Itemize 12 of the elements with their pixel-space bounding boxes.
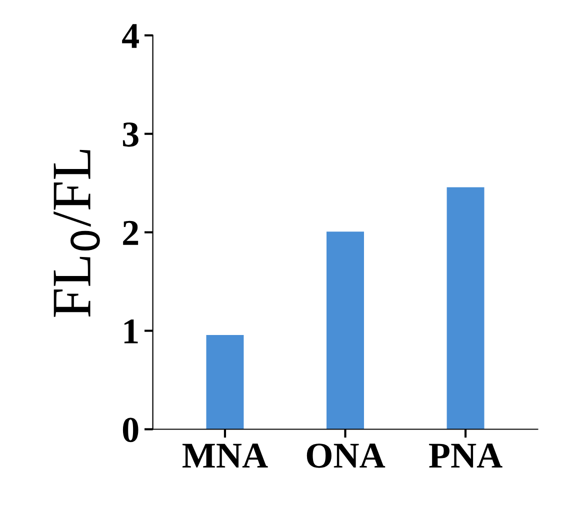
x-tick-label: MNA — [182, 444, 268, 468]
bar — [326, 232, 364, 430]
y-tick-label: 1 — [124, 319, 138, 344]
x-tick-label: ONA — [306, 444, 386, 468]
y-tick-label: 2 — [123, 220, 138, 245]
bar — [206, 335, 244, 430]
y-tick-label: 4 — [122, 24, 139, 48]
bar — [446, 187, 484, 430]
x-tick-label: PNA — [429, 444, 502, 468]
y-tick-label: 0 — [122, 418, 138, 442]
y-tick-label: 3 — [122, 122, 138, 147]
y-axis-title: FL$_{0}$/FL — [54, 150, 100, 317]
